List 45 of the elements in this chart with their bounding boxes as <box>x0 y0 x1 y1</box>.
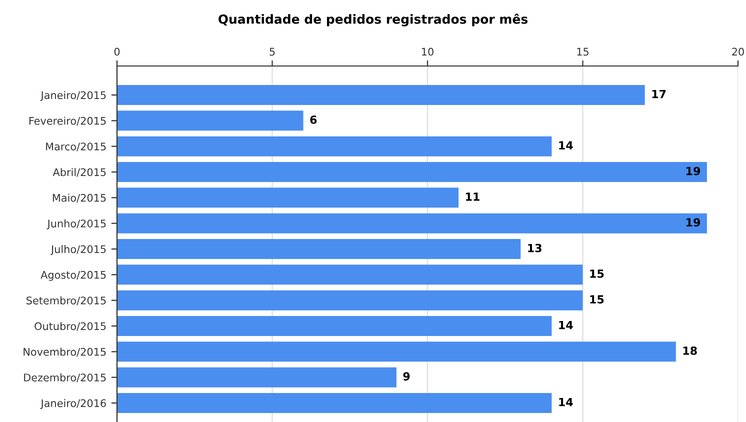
y-tick-label: Novembro/2015 <box>24 348 106 357</box>
data-label: 14 <box>559 320 573 330</box>
data-label: 9 <box>403 372 410 381</box>
x-tick-label: 15 <box>577 48 588 56</box>
data-label: 18 <box>683 346 697 355</box>
y-tick-label: Julho/2015 <box>50 245 106 256</box>
y-tick-label: Marco/2015 <box>46 142 106 152</box>
y-tick-label: Maio/2015 <box>52 194 106 203</box>
y-tick-label: Outubro/2015 <box>34 322 106 331</box>
bar <box>117 290 583 310</box>
y-tick-label: Junho/2015 <box>46 219 106 230</box>
bar <box>117 110 304 131</box>
data-label: 15 <box>590 295 604 304</box>
y-tick-label: Setembro/2015 <box>26 296 106 306</box>
y-tick-label: Abril/2015 <box>52 168 106 177</box>
y-tick-label: Janeiro/2015 <box>40 91 106 102</box>
bar <box>117 342 676 362</box>
bar <box>117 84 645 106</box>
bar <box>117 188 459 208</box>
x-tick-label: 0 <box>114 48 120 56</box>
bar <box>117 162 707 182</box>
chart-title: Quantidade de pedidos registrados por mês <box>218 14 528 26</box>
y-tick-label: Agosto/2015 <box>40 270 106 281</box>
data-label: 14 <box>559 141 573 150</box>
data-label: 15 <box>590 270 604 278</box>
data-label: 17 <box>652 90 666 98</box>
x-tick-label: 5 <box>270 48 275 56</box>
data-label: 11 <box>466 192 480 201</box>
y-tick-label: Dezembro/2015 <box>24 373 106 382</box>
y-tick-label: Fevereiro/2015 <box>29 116 106 126</box>
bar <box>117 264 583 285</box>
bar <box>117 367 396 388</box>
data-label: 19 <box>686 166 700 176</box>
y-tick-label: Janeiro/2016 <box>40 399 106 410</box>
data-label: 19 <box>686 218 700 227</box>
bar <box>117 392 552 414</box>
bar <box>117 213 707 234</box>
data-label: 6 <box>310 116 317 124</box>
data-label: 14 <box>559 398 573 406</box>
x-tick-label: 10 <box>422 48 434 56</box>
data-label: 13 <box>528 244 542 252</box>
bar <box>117 316 552 336</box>
bar <box>117 136 552 156</box>
x-tick-label: 20 <box>732 48 744 56</box>
bar <box>117 238 521 260</box>
